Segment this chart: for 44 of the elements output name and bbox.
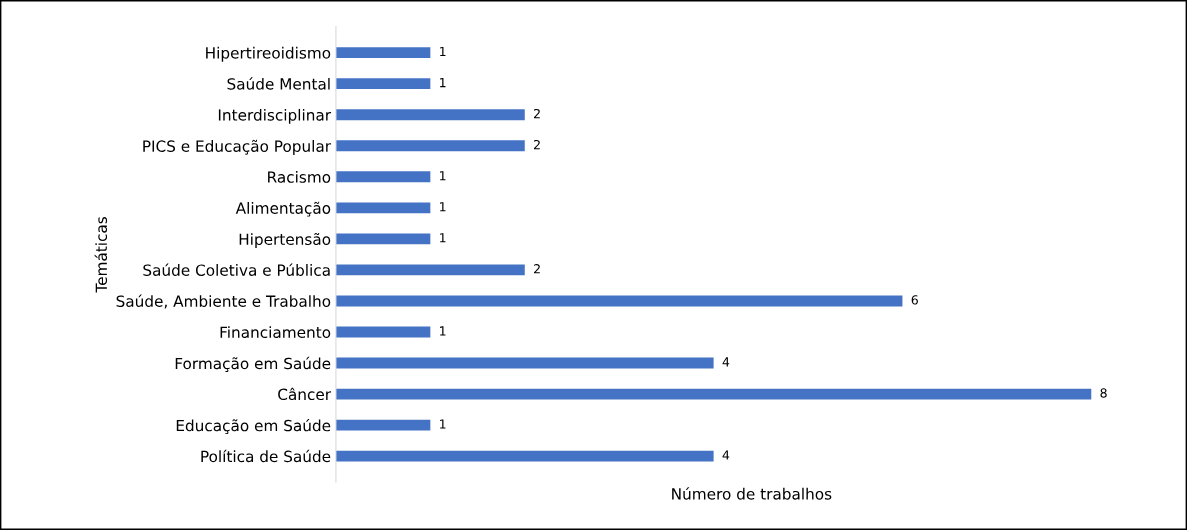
- y-tick-label: Financiamento: [220, 326, 331, 339]
- x-axis-title: Número de trabalhos: [672, 487, 832, 500]
- data-label: 1: [440, 46, 446, 57]
- data-label: 4: [722, 357, 730, 367]
- y-axis-title: Temáticas: [94, 216, 108, 293]
- data-label: 1: [440, 326, 446, 336]
- y-tick-label: Saúde Mental: [227, 77, 330, 90]
- y-tick-label: Racismo: [268, 171, 331, 183]
- y-tick-label: Política de Saúde: [201, 449, 331, 463]
- bar: [335, 140, 525, 152]
- bar: [335, 109, 525, 121]
- data-label: 2: [534, 139, 540, 150]
- bar: [335, 47, 431, 59]
- data-label: 1: [440, 171, 446, 181]
- bar: [335, 78, 431, 90]
- y-tick-label: Alimentação: [235, 201, 331, 217]
- data-label: 1: [440, 78, 446, 88]
- y-tick-label: Interdisciplinar: [218, 108, 332, 124]
- y-tick-label: Saúde, Ambiente e Trabalho: [116, 294, 331, 309]
- bar: [335, 171, 431, 183]
- bar: [335, 450, 714, 462]
- data-label: 4: [722, 450, 730, 460]
- data-label: 1: [440, 419, 446, 429]
- data-label: 2: [534, 108, 540, 119]
- data-label: 1: [440, 233, 446, 243]
- y-tick-label: Educação em Saúde: [176, 418, 331, 435]
- bar: [335, 326, 431, 338]
- bar: [335, 202, 431, 214]
- data-label: 6: [911, 295, 918, 305]
- y-tick-label: Hipertensão: [239, 232, 331, 248]
- data-label: 2: [534, 264, 540, 274]
- y-tick-label: Câncer: [278, 387, 332, 401]
- bar: [335, 264, 525, 276]
- bar: [335, 357, 714, 369]
- data-label: 8: [1100, 388, 1107, 398]
- y-tick-label: Saúde Coletiva e Pública: [143, 263, 330, 276]
- bar: [335, 295, 903, 307]
- bar: [335, 233, 431, 245]
- data-label: 1: [440, 202, 446, 212]
- bar: [335, 388, 1092, 400]
- y-tick-label: Hipertireoidismo: [206, 46, 331, 62]
- y-tick-label: Formação em Saúde: [175, 356, 331, 372]
- bar: [335, 419, 431, 431]
- y-tick-label: PICS e Educação Popular: [143, 139, 332, 155]
